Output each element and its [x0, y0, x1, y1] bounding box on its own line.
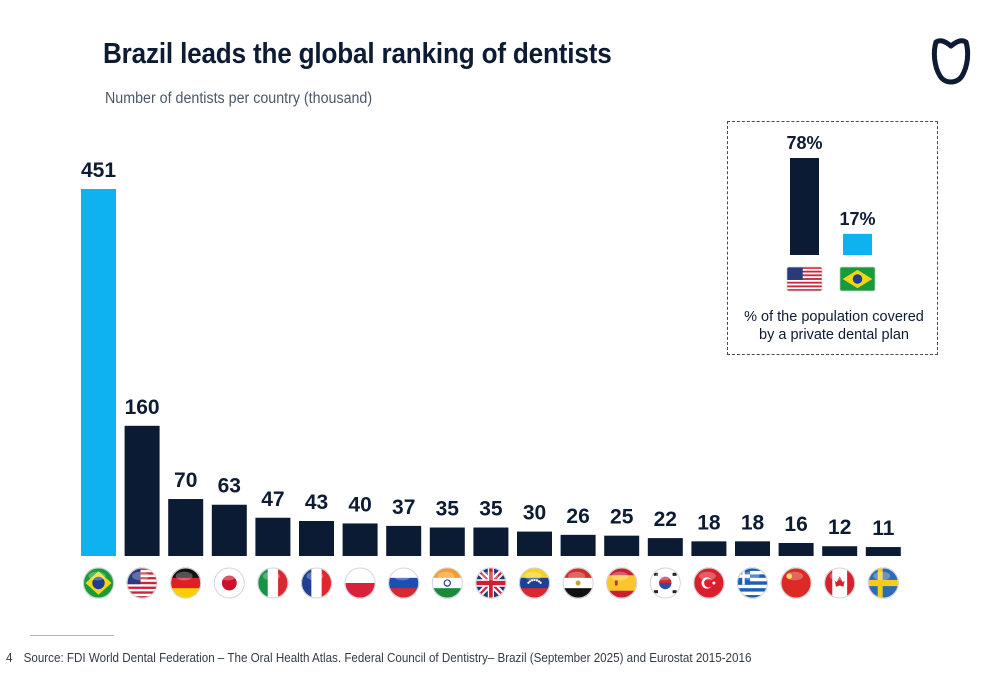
flag-south-korea-icon	[649, 567, 681, 599]
bar-poland	[342, 523, 378, 556]
bar-egypt	[560, 534, 596, 556]
bar-value-label: 47	[261, 488, 284, 511]
flag-india-icon	[431, 567, 463, 599]
bar-united-kingdom	[473, 527, 509, 556]
bar-france	[299, 521, 334, 556]
bar-united-states	[124, 425, 160, 556]
flag-turkey-icon	[693, 567, 725, 599]
flag-united-kingdom-icon	[475, 567, 507, 599]
inset-caption: % of the population covered by a private…	[738, 308, 930, 344]
page-number: 4	[6, 651, 13, 665]
bar-value-label: 37	[392, 496, 415, 519]
flag-poland-icon	[344, 567, 376, 599]
flag-france-icon	[301, 567, 332, 599]
flag-brazil-icon	[839, 266, 876, 292]
inset-box	[727, 121, 938, 355]
inset-bar-value-label: 78%	[786, 133, 822, 153]
bar-value-label: 30	[523, 502, 546, 525]
flag-canada-icon	[824, 567, 856, 599]
bar-value-label: 451	[81, 159, 116, 182]
inset-caption-line2: by a private dental plan	[759, 327, 909, 343]
bar-value-label: 11	[872, 517, 895, 540]
bar-japan	[211, 504, 247, 556]
inset-bar-united-states	[790, 158, 819, 255]
flag-spain-icon	[606, 567, 638, 599]
bar-value-label: 40	[348, 493, 371, 516]
flag-egypt-icon	[562, 567, 594, 599]
source-note: Source: FDI World Dental Federation – Th…	[23, 651, 752, 665]
bar-value-label: 22	[654, 508, 677, 531]
bar-canada	[822, 546, 858, 556]
flag-japan-icon	[213, 567, 245, 599]
flag-china-icon	[780, 567, 812, 599]
bar-sweden	[865, 547, 901, 556]
inset-caption-line1: % of the population covered	[744, 309, 924, 325]
tooth-icon	[931, 38, 971, 85]
flag-italy-icon	[257, 567, 289, 599]
chart-title: Brazil leads the global ranking of denti…	[103, 38, 612, 70]
bar-value-label: 43	[305, 491, 328, 514]
bar-value-label: 35	[479, 498, 503, 521]
bar-value-label: 26	[566, 505, 589, 528]
bar-south-korea	[647, 538, 683, 556]
bar-value-label: 18	[697, 511, 721, 534]
bar-india	[429, 527, 465, 556]
bar-value-label: 35	[436, 498, 460, 521]
flag-united-states-icon	[126, 567, 158, 599]
bar-value-label: 160	[125, 396, 160, 419]
flag-brazil-icon	[83, 567, 114, 599]
bar-brazil	[81, 189, 116, 556]
bar-value-label: 12	[828, 516, 851, 539]
flag-sweden-icon	[867, 567, 899, 599]
bar-greece	[735, 541, 770, 556]
bar-value-label: 70	[174, 469, 197, 492]
bar-venezuela	[517, 531, 552, 556]
footer: 4 Source: FDI World Dental Federation – T…	[6, 651, 751, 665]
bar-italy	[255, 517, 291, 556]
flag-greece-icon	[737, 567, 768, 599]
bar-value-label: 18	[741, 511, 765, 534]
flag-germany-icon	[170, 567, 202, 599]
inset-bar-brazil	[843, 233, 872, 255]
bar-value-label: 63	[218, 475, 241, 498]
inset-bar-value-label: 17%	[839, 209, 875, 229]
chart-subtitle: Number of dentists per country (thousand…	[105, 90, 373, 107]
bar-china	[778, 542, 814, 556]
footer-divider	[30, 635, 114, 636]
flag-united-states-icon	[786, 266, 823, 292]
bar-spain	[604, 535, 640, 556]
flag-russia-icon	[388, 567, 420, 599]
bar-value-label: 25	[610, 506, 634, 529]
bar-value-label: 16	[784, 513, 807, 536]
bar-germany	[168, 499, 204, 556]
flag-venezuela-icon	[519, 567, 550, 599]
bar-russia	[386, 525, 422, 556]
bar-turkey	[691, 541, 727, 556]
